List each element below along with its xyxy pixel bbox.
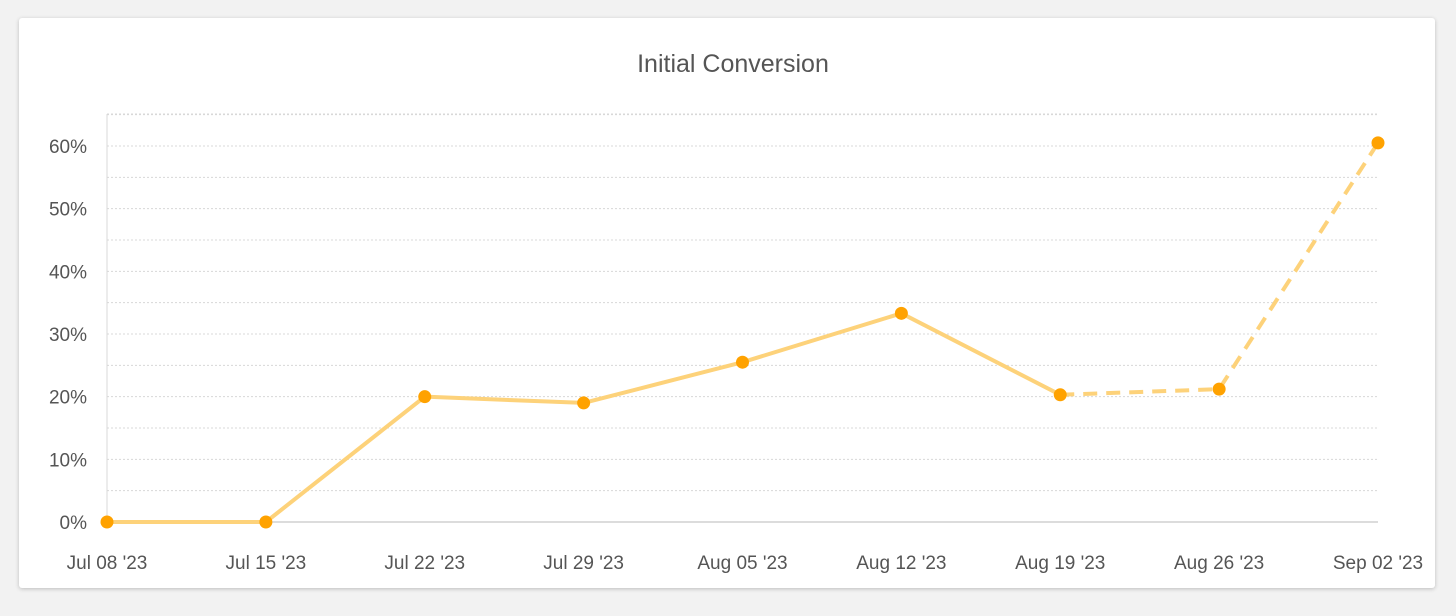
x-tick-label: Sep 02 '23: [1333, 553, 1423, 574]
x-tick-label: Aug 26 '23: [1174, 553, 1264, 574]
data-point[interactable]: [100, 515, 114, 529]
y-axis: 0% 10% 20% 30% 40% 50% 60%: [49, 137, 87, 534]
y-tick-label: 40%: [49, 262, 87, 283]
y-tick-label: 30%: [49, 325, 87, 346]
y-tick-label: 50%: [49, 200, 87, 221]
data-point[interactable]: [418, 390, 432, 404]
data-point[interactable]: [577, 396, 591, 410]
series-line-dashed: [1060, 141, 1380, 397]
y-tick-label: 0%: [60, 513, 88, 534]
x-tick-label: Jul 08 '23: [67, 553, 148, 574]
grid-lines: [106, 113, 1378, 523]
y-tick-label: 10%: [49, 450, 87, 471]
data-point[interactable]: [259, 515, 273, 529]
y-tick-label: 60%: [49, 137, 87, 158]
x-tick-label: Jul 29 '23: [543, 553, 624, 574]
chart-title: Initial Conversion: [637, 50, 829, 78]
data-point[interactable]: [894, 306, 908, 320]
data-point[interactable]: [736, 355, 749, 369]
data-point[interactable]: [1053, 388, 1067, 402]
x-axis: Jul 08 '23 Jul 15 '23 Jul 22 '23 Jul 29 '23…: [67, 553, 1424, 574]
data-points: [100, 136, 1385, 529]
x-tick-label: Jul 15 '23: [226, 553, 307, 574]
series-conversion: [105, 141, 1380, 524]
data-point[interactable]: [1212, 382, 1226, 396]
data-point[interactable]: [1371, 136, 1385, 150]
x-tick-label: Aug 12 '23: [856, 553, 946, 574]
y-tick-label: 20%: [49, 388, 87, 409]
x-tick-label: Aug 19 '23: [1015, 553, 1105, 574]
x-tick-label: Jul 22 '23: [384, 553, 465, 574]
x-tick-label: Aug 05 '23: [697, 553, 787, 574]
